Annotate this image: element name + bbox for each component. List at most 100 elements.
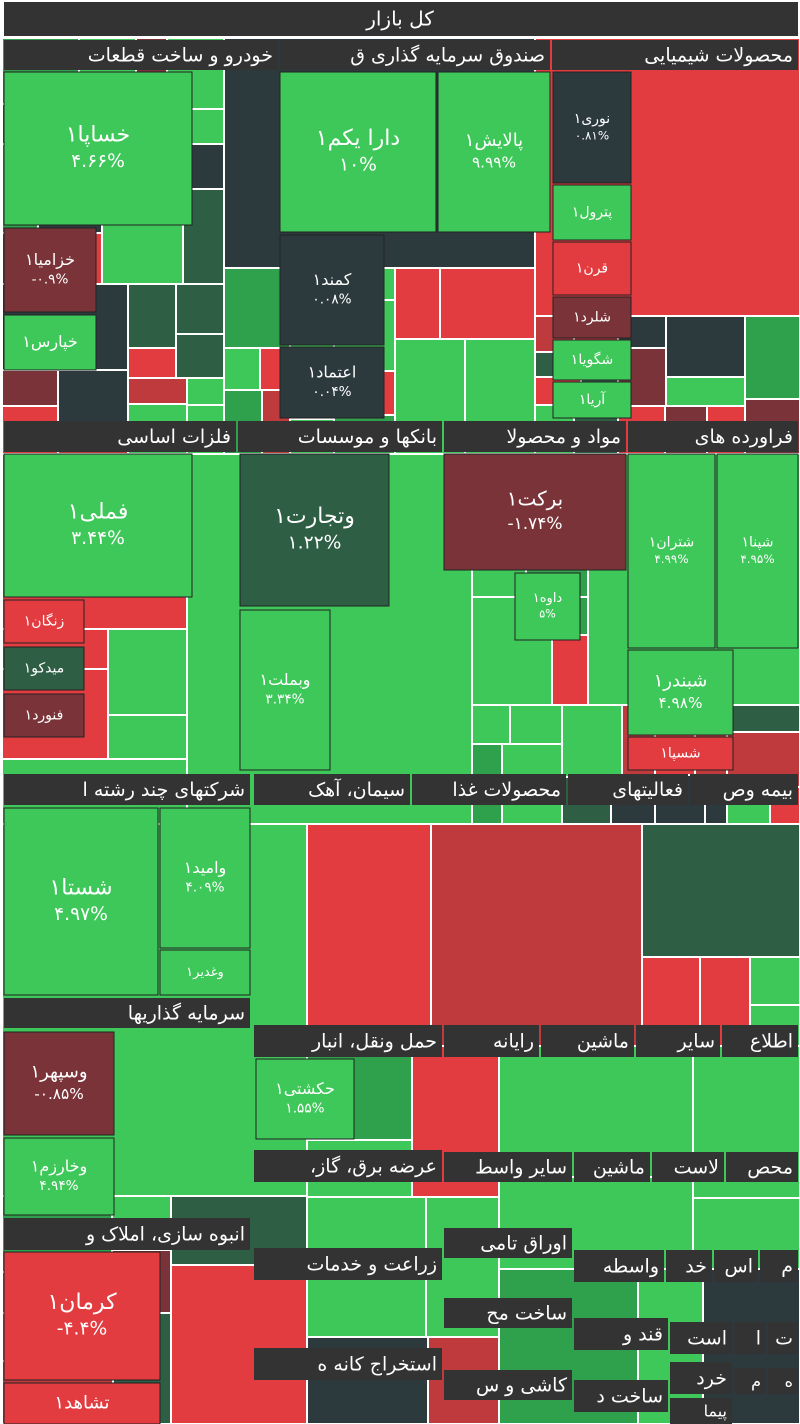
sector-label: ماشین xyxy=(593,1157,645,1179)
stock-tile xyxy=(3,71,193,226)
stock-tile xyxy=(255,1058,355,1140)
sector-header xyxy=(574,1318,668,1350)
sector-label: اوراق تامی xyxy=(480,1233,567,1255)
sector-label: انبوه سازی، املاک و xyxy=(85,1224,245,1246)
stock-tile xyxy=(3,1382,161,1424)
sector-label: خرد xyxy=(696,1368,727,1390)
stock-change: ۴.۹۴% xyxy=(39,1178,78,1194)
sector-label: خد xyxy=(685,1256,707,1278)
sector-header xyxy=(636,1025,720,1057)
sector-label: قند و xyxy=(622,1324,663,1346)
sector-label: ماشین xyxy=(577,1031,629,1053)
tile xyxy=(177,285,223,333)
stock-symbol: شگویا۱ xyxy=(571,351,613,368)
sector-label: حمل ونقل، انبار xyxy=(311,1031,437,1053)
sector-header xyxy=(568,774,688,805)
sector-header xyxy=(552,40,798,70)
sector-label: ساخت مح xyxy=(486,1303,567,1325)
stock-tile xyxy=(514,572,581,641)
sector-label: پیما xyxy=(704,1402,727,1422)
stock-tile xyxy=(716,453,799,649)
sector-header xyxy=(734,1322,766,1354)
stock-change: ۴.۹۸% xyxy=(658,694,702,712)
stock-symbol: دارا یکم۱ xyxy=(316,126,400,151)
sector-label: محصولات غذا xyxy=(452,779,561,801)
tile xyxy=(225,349,259,389)
sector-label: م xyxy=(751,1372,761,1391)
sector-header xyxy=(444,421,626,452)
sector-label: اس xyxy=(725,1256,753,1278)
stock-change: ۱۰% xyxy=(339,155,377,176)
sector-label: فعالیتهای xyxy=(612,779,683,801)
stock-symbol: خزامیا۱ xyxy=(25,250,75,270)
sector-header xyxy=(714,1250,758,1282)
stock-change: ۹.۹۹% xyxy=(472,153,516,171)
sector-label: استخراج کانه ه xyxy=(317,1354,437,1376)
sector-label: شرکتهای چند رشته ا xyxy=(83,779,245,801)
stock-symbol: وخارزم۱ xyxy=(31,1156,87,1176)
tile xyxy=(553,636,587,704)
sector-header xyxy=(628,421,798,452)
tile xyxy=(225,269,289,347)
tile xyxy=(728,706,799,731)
sector-label: زراعت و خدمات xyxy=(307,1254,437,1276)
stock-symbol: حکشتی۱ xyxy=(275,1079,335,1098)
stock-tile xyxy=(552,71,632,184)
tile xyxy=(129,285,175,347)
sector-header xyxy=(254,1248,442,1280)
stock-change: -۴.۴% xyxy=(57,1319,108,1340)
stock-symbol: نوری۱ xyxy=(574,111,610,127)
stock-tile xyxy=(3,646,85,691)
stock-tile xyxy=(552,339,632,381)
stock-symbol: داوه۱ xyxy=(533,591,563,606)
sector-header xyxy=(722,1025,798,1057)
stock-symbol: تشاهد۱ xyxy=(54,1393,109,1414)
sector-header xyxy=(254,1348,442,1380)
tile xyxy=(473,706,509,743)
sector-header xyxy=(4,1218,250,1250)
stock-tile xyxy=(279,346,385,419)
sector-label: محصولات شیمیایی xyxy=(644,45,793,67)
tile xyxy=(188,379,223,404)
stock-change: ۴.۹۵% xyxy=(740,552,774,566)
sector-header xyxy=(4,40,278,70)
tile xyxy=(172,1266,306,1423)
stock-tile xyxy=(3,599,85,644)
tile xyxy=(177,335,223,377)
tile xyxy=(667,317,744,376)
sector-header xyxy=(280,40,550,70)
stock-tile xyxy=(3,453,193,598)
sector-label: خودرو و ساخت قطعات xyxy=(88,45,273,67)
sector-label: بانکها و موسسات xyxy=(298,426,437,448)
sector-label: ه xyxy=(785,1372,793,1391)
sector-header xyxy=(4,421,236,452)
stock-symbol: شتران۱ xyxy=(649,535,694,551)
sector-header xyxy=(4,998,250,1028)
sector-label: ا xyxy=(756,1328,761,1350)
stock-symbol: فملی۱ xyxy=(68,499,129,524)
sector-header xyxy=(760,1250,798,1282)
stock-change: -۰.۹% xyxy=(32,272,69,288)
stock-tile xyxy=(3,1137,115,1216)
sector-header xyxy=(444,1025,539,1057)
stock-symbol: خساپا۱ xyxy=(66,122,131,147)
stock-symbol: قرن۱ xyxy=(576,261,608,277)
sector-label: ،عرضه برق، گاز xyxy=(310,1155,437,1178)
stock-tile xyxy=(3,693,85,738)
sector-label: کاشی و س xyxy=(476,1375,568,1397)
stock-symbol: وغدیر۱ xyxy=(186,965,224,980)
stock-change: ۰.۰۸% xyxy=(312,292,351,308)
stock-symbol: وبملت۱ xyxy=(259,670,310,690)
sector-label: سیمان، آهک xyxy=(308,777,405,801)
sector-header xyxy=(412,774,566,805)
stock-tile xyxy=(3,314,97,371)
tile xyxy=(396,269,439,338)
sector-label: است xyxy=(687,1328,727,1350)
tile xyxy=(129,379,186,403)
stock-symbol: میدکو۱ xyxy=(24,661,65,677)
sector-header xyxy=(444,1298,572,1328)
stock-symbol: وسپهر۱ xyxy=(30,1062,87,1083)
stock-symbol: وامید۱ xyxy=(184,858,227,878)
stock-symbol: اعتماد۱ xyxy=(308,362,357,381)
tile xyxy=(751,958,799,1004)
